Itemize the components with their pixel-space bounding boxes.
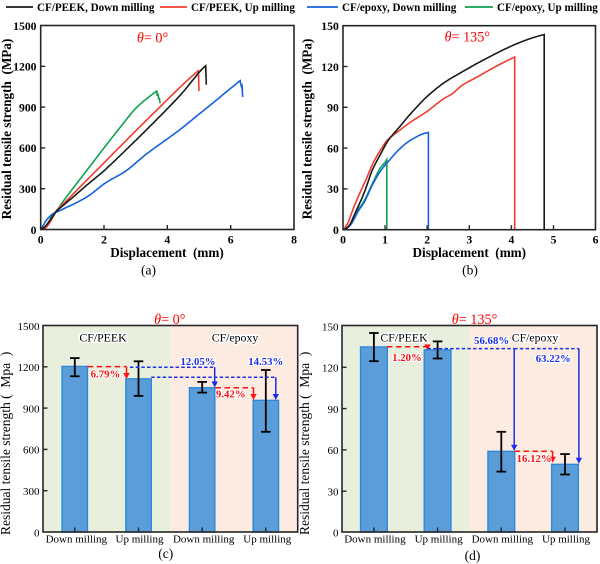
svg-text:0: 0 (333, 527, 339, 539)
svg-text:1200: 1200 (13, 61, 37, 74)
svg-text:CF/epoxy: CF/epoxy (512, 330, 559, 344)
svg-text:Down milling: Down milling (173, 534, 235, 546)
svg-text:60: 60 (327, 142, 339, 155)
svg-text:(c): (c) (158, 546, 173, 561)
svg-text:4: 4 (508, 234, 514, 247)
svg-text:CF/epoxy, Down milling: CF/epoxy, Down milling (342, 2, 457, 14)
svg-text:12.05%: 12.05% (180, 356, 215, 368)
svg-text:600: 600 (19, 142, 37, 155)
svg-text:56.68%: 56.68% (474, 335, 509, 347)
svg-text:Down milling: Down milling (472, 534, 534, 546)
svg-text:Displacement (mm): Displacement (mm) (413, 245, 527, 260)
svg-text:Up milling: Up milling (542, 534, 590, 546)
svg-text:Up milling: Up milling (116, 534, 164, 546)
svg-text:(a): (a) (141, 263, 156, 278)
svg-text:120: 120 (321, 61, 339, 74)
svg-text:1: 1 (382, 234, 388, 247)
svg-text:1200: 1200 (18, 362, 41, 374)
svg-text:600: 600 (23, 445, 40, 457)
svg-text:0: 0 (31, 224, 37, 237)
svg-text:CF/PEEK, Down milling: CF/PEEK, Down milling (37, 2, 155, 14)
svg-text:Residual tensile strength (MP: Residual tensile strength (MPa) (300, 39, 315, 220)
svg-text:Displacement (mm): Displacement (mm) (110, 245, 224, 260)
svg-text:8: 8 (291, 234, 297, 247)
svg-text:6: 6 (228, 234, 234, 247)
svg-text:1.20%: 1.20% (392, 352, 422, 364)
svg-text:9.42%: 9.42% (216, 389, 246, 401)
svg-text:CF/epoxy, Up milling: CF/epoxy, Up milling (497, 2, 598, 14)
svg-text:Up milling: Up milling (415, 534, 463, 546)
svg-text:150: 150 (321, 20, 339, 33)
svg-text:0: 0 (34, 527, 40, 539)
svg-text:Residual tensile strength ( Mp: Residual tensile strength ( Mpa ) (297, 352, 312, 535)
svg-text:2: 2 (101, 234, 107, 247)
svg-text:CF/PEEK: CF/PEEK (79, 330, 127, 344)
svg-text:Down milling: Down milling (344, 534, 406, 546)
svg-text:120: 120 (322, 363, 339, 375)
svg-text:150: 150 (322, 321, 339, 333)
svg-text:300: 300 (23, 486, 40, 498)
svg-text:3: 3 (466, 234, 472, 247)
svg-text:60: 60 (328, 445, 340, 457)
svg-text:16.12%: 16.12% (517, 453, 552, 465)
svg-text:CF/PEEK: CF/PEEK (380, 330, 428, 344)
svg-text:θ= 135°: θ= 135° (452, 312, 498, 328)
svg-text:1500: 1500 (13, 20, 37, 33)
svg-text:4: 4 (164, 234, 170, 247)
svg-text:900: 900 (23, 403, 40, 415)
svg-text:5: 5 (551, 234, 557, 247)
svg-text:Residual tensile strength ( Mp: Residual tensile strength ( Mpa ) (0, 352, 13, 535)
svg-text:900: 900 (19, 101, 37, 114)
svg-text:14.53%: 14.53% (248, 356, 283, 368)
svg-text:1500: 1500 (18, 321, 41, 333)
svg-text:Residual tensile strength (MP: Residual tensile strength (MPa) (0, 39, 14, 220)
svg-text:2: 2 (424, 234, 430, 247)
svg-text:0: 0 (333, 224, 339, 237)
svg-text:θ= 135°: θ= 135° (445, 30, 491, 46)
svg-text:30: 30 (327, 183, 339, 196)
svg-text:90: 90 (327, 102, 339, 115)
svg-text:0: 0 (38, 234, 44, 247)
svg-text:6: 6 (593, 234, 599, 247)
svg-text:θ= 0°: θ= 0° (154, 312, 185, 328)
svg-text:300: 300 (19, 183, 37, 196)
svg-text:Down milling: Down milling (46, 534, 108, 546)
svg-text:0: 0 (340, 234, 346, 247)
svg-text:90: 90 (328, 404, 340, 416)
svg-text:CF/PEEK, Up milling: CF/PEEK, Up milling (191, 2, 295, 14)
svg-text:30: 30 (328, 487, 340, 499)
svg-text:(b): (b) (462, 263, 478, 278)
svg-text:Up milling: Up milling (243, 534, 291, 546)
svg-text:CF/epoxy: CF/epoxy (212, 330, 259, 344)
svg-text:(d): (d) (465, 548, 481, 563)
svg-text:6.79%: 6.79% (91, 368, 121, 380)
svg-text:63.22%: 63.22% (536, 353, 571, 365)
svg-text:θ= 0°: θ= 0° (137, 31, 168, 47)
